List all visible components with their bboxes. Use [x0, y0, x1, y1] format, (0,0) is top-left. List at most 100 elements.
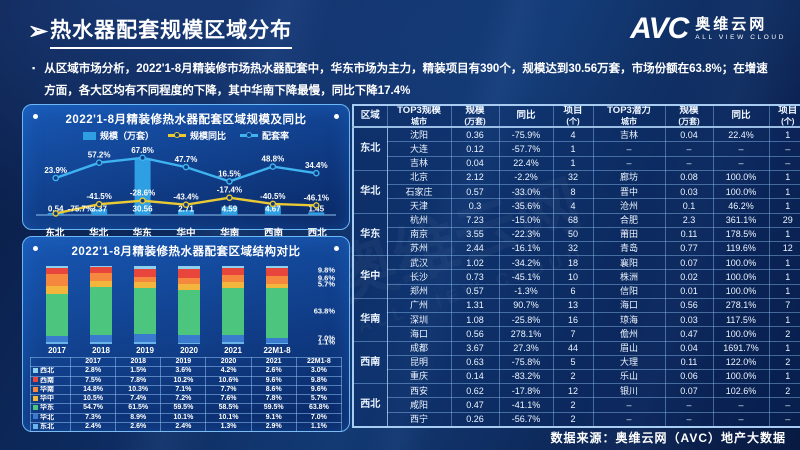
series-color-chip — [33, 395, 38, 401]
struct-row-华东: 华东 54.7% 61.5% 59.5% 58.5% 59.5% 63.8% — [30, 403, 343, 414]
table-cell: 西宁 — [386, 411, 452, 428]
segment-华中 — [266, 283, 288, 288]
table-row: 深圳 1.08 -25.8% 16 琼海 0.03 117.5% 1 — [353, 312, 800, 328]
segment-东北 — [90, 341, 112, 344]
series-color-chip — [33, 386, 38, 392]
table-cell: 2.3 — [664, 212, 714, 228]
bar-华中 — [178, 210, 194, 215]
segment-华南 — [46, 274, 68, 286]
yoy-line-label: -43.4% — [173, 193, 198, 202]
rate-line-label: 34.4% — [305, 161, 328, 170]
struct-value-cell: 2.8% — [69, 366, 117, 377]
segment-华北 — [222, 334, 244, 342]
struct-value-cell: 59.5% — [160, 403, 207, 414]
table-cell: 0.06 — [664, 368, 714, 385]
table-cell: 0.73 — [450, 269, 500, 285]
table-cell: – — [768, 141, 800, 157]
yoy-line-label: -40.5% — [260, 192, 285, 201]
stacked-bars: 2017 2018 2019 2020 2021 22M1-8 — [35, 263, 299, 355]
region-label-华南: 华南 — [352, 297, 388, 342]
stacked-value-label-华北: 7.0% — [317, 333, 335, 343]
struct-value-cell: 7.3% — [69, 412, 117, 424]
col-header-项目: 项目 (个) — [552, 104, 594, 129]
bar-value-label: 0.54 — [48, 205, 64, 214]
segment-华南 — [134, 276, 156, 283]
table-cell: 廊坊 — [592, 169, 666, 186]
table-cell: 琼海 — [592, 312, 666, 328]
segment-西南 — [46, 268, 68, 275]
table-cell: 10 — [552, 269, 594, 285]
table-cell: 1 — [768, 340, 800, 356]
struct-header-2019: 2019 — [160, 356, 207, 368]
series-color-chip — [33, 405, 38, 411]
table-row: 东北 沈阳 0.36 -75.9% 4 吉林 0.04 22.4% 1 — [352, 126, 800, 171]
stacked-value-label-东北: 1.1% — [317, 337, 335, 347]
struct-row-华南: 华南 14.8% 10.3% 7.1% 7.7% 8.6% 9.6% — [30, 384, 343, 396]
bar-value-label: 2.71 — [178, 205, 194, 214]
region-label-西北: 西北 — [352, 383, 388, 428]
table-cell: 32 — [552, 169, 594, 186]
struct-value-cell: 7.1% — [160, 384, 207, 396]
yoy-line-label: -41.5% — [86, 192, 111, 201]
table-cell: -17.8% — [498, 383, 554, 399]
table-cell: 0.63 — [450, 354, 500, 370]
table-cell: 0.3 — [450, 198, 500, 214]
bar-2017 — [46, 266, 68, 344]
table-cell: 1.02 — [450, 255, 500, 271]
table-cell: 122.0% — [712, 354, 770, 370]
table-cell: 襄阳 — [592, 255, 666, 271]
struct-header-2021: 2021 — [250, 356, 297, 368]
struct-value-cell: 63.8% — [295, 403, 343, 414]
table-cell: 13 — [552, 297, 594, 314]
table-cell: 12 — [552, 383, 594, 399]
table-cell: 0.03 — [664, 184, 714, 200]
legend-item-rate: 配套率 — [240, 129, 289, 142]
struct-series-name: 西南 — [30, 375, 71, 386]
avc-logo: AVC 奥维云网 ALL VIEW CLOUD — [630, 12, 786, 46]
struct-row-华北: 华北 7.3% 8.9% 10.1% 10.1% 9.1% 7.0% — [30, 412, 343, 424]
bar-西北 — [308, 212, 325, 215]
table-cell: – — [664, 411, 714, 428]
table-cell: 2 — [768, 354, 800, 370]
table-cell: 3.55 — [450, 226, 500, 242]
table-cell: 郑州 — [386, 283, 452, 299]
header: ➢ 热水器配套规模区域分布 — [28, 14, 293, 49]
table-cell: 1.08 — [450, 312, 500, 328]
segment-西北 — [134, 265, 156, 269]
table-cell: -41.1% — [498, 397, 554, 413]
table-cell: 0.14 — [450, 368, 500, 385]
segment-华北 — [266, 337, 288, 344]
table-cell: 大理 — [592, 354, 666, 370]
table-cell: 6 — [552, 283, 594, 299]
struct-value-cell: 7.8% — [115, 375, 162, 386]
table-cell: 278.1% — [712, 297, 770, 314]
segment-西北 — [90, 266, 112, 268]
struct-value-cell: 58.5% — [205, 403, 252, 414]
segment-西北 — [266, 266, 288, 269]
table-cell: -45.1% — [498, 269, 554, 285]
x-axis-label-华北: 华北 — [89, 228, 109, 239]
table-cell: 50 — [552, 226, 594, 242]
table-cell: 昆明 — [386, 354, 452, 370]
panel-scale-yoy-chart: 2022'1-8月精装修热水器配套区域规模及同比 规模（万套） 规模同比 配套率… — [22, 104, 350, 239]
region-label-华北: 华北 — [352, 169, 388, 214]
segment-东北 — [266, 343, 288, 344]
bar-2020 — [178, 266, 200, 344]
rate-line-marker — [312, 169, 320, 177]
table-cell: 0.03 — [664, 312, 714, 328]
struct-value-cell: 10.2% — [160, 375, 207, 386]
table-cell: – — [592, 411, 666, 428]
table-cell: 16 — [552, 312, 594, 328]
struct-value-cell: 8.9% — [115, 412, 162, 424]
segment-西南 — [266, 268, 288, 277]
table-cell: – — [712, 397, 770, 413]
summary-text: 从区域市场分析，2022'1-8月精装修市场热水器配套中，华东市场为主力，精装项… — [44, 63, 768, 98]
segment-华中 — [46, 285, 68, 294]
yoy-line-label: -17.4% — [217, 186, 242, 195]
stacked-bar-22M1-8: 22M1-8 — [259, 266, 295, 355]
segment-西南 — [134, 268, 156, 277]
yoy-line-marker — [139, 197, 146, 205]
table-cell: 2.44 — [450, 240, 500, 257]
struct-value-cell: 14.8% — [69, 384, 117, 396]
table-cell: – — [592, 397, 666, 413]
